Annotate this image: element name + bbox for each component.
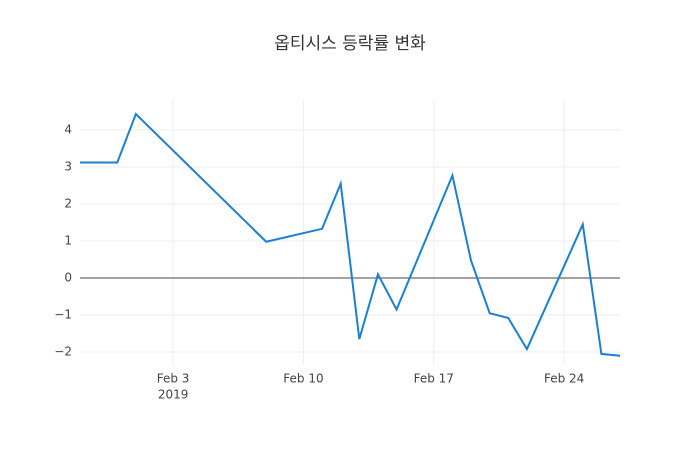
chart-title: 옵티시스 등락률 변화 xyxy=(274,34,426,54)
line xyxy=(80,112,621,357)
y-tick-label: 2 xyxy=(64,197,72,211)
x-tick-label: Feb 3 xyxy=(157,372,190,386)
y-tick-label: 4 xyxy=(64,122,72,136)
x-tick-label: Feb 17 xyxy=(414,372,454,386)
y-tick-label: −1 xyxy=(54,308,72,322)
x-tick-label: Feb 10 xyxy=(283,372,323,386)
y-tick-label: 0 xyxy=(64,271,72,285)
x-year-label: 2019 xyxy=(158,388,189,402)
y-tick-label: −2 xyxy=(54,345,72,359)
x-tick-label: Feb 24 xyxy=(544,372,584,386)
y-tick-label: 1 xyxy=(64,234,72,248)
y-tick-label: 3 xyxy=(64,159,72,173)
